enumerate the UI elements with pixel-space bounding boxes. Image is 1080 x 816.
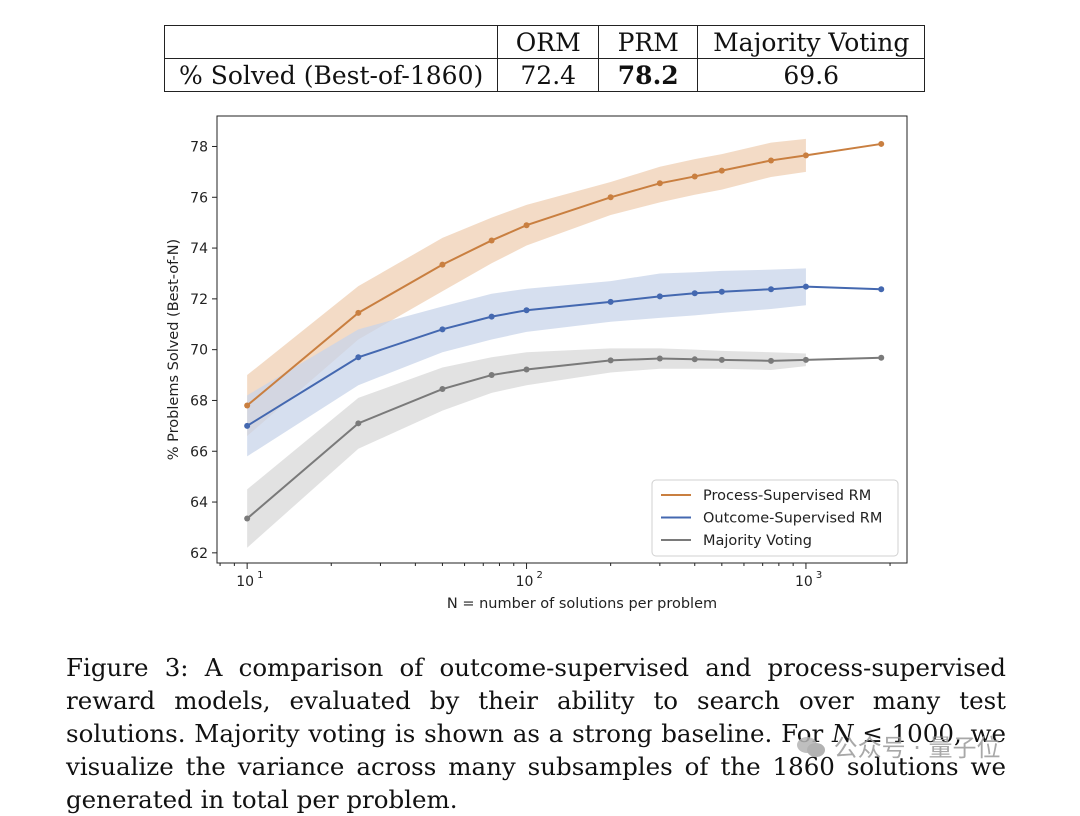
plot-frame bbox=[216, 115, 908, 564]
data-point bbox=[244, 515, 251, 522]
table-row: % Solved (Best-of-1860) 72.4 78.2 69.6 bbox=[163, 58, 926, 92]
data-point bbox=[802, 283, 809, 290]
y-axis-label: % Problems Solved (Best-of-N) bbox=[166, 239, 182, 460]
series-line-0 bbox=[246, 142, 882, 407]
watermark-text: 公众号 · 量子位 bbox=[833, 734, 1001, 762]
data-point bbox=[523, 366, 530, 373]
wechat-icon bbox=[797, 737, 825, 757]
x-tick-exponent: 1 bbox=[257, 570, 263, 581]
row-label: % Solved (Best-of-1860) bbox=[163, 58, 499, 92]
series-line-1 bbox=[246, 285, 882, 427]
confidence-band-2 bbox=[247, 348, 806, 548]
y-tick-label: 62 bbox=[190, 546, 208, 562]
legend-label-2: Majority Voting bbox=[703, 533, 812, 549]
data-point bbox=[878, 354, 885, 361]
x-axis-label: N = number of solutions per problem bbox=[447, 596, 717, 612]
value-orm: 72.4 bbox=[497, 58, 600, 92]
caption-math-op: ≤ bbox=[862, 719, 883, 748]
y-tick-label: 64 bbox=[190, 495, 208, 511]
y-tick-label: 72 bbox=[190, 292, 208, 308]
data-point bbox=[878, 140, 885, 147]
value-prm-bold: 78.2 bbox=[617, 60, 679, 90]
data-point bbox=[523, 307, 530, 314]
data-point bbox=[244, 402, 251, 409]
data-point bbox=[355, 309, 362, 316]
y-tick-label: 74 bbox=[190, 241, 208, 257]
data-point bbox=[439, 386, 446, 393]
series-line-2 bbox=[246, 356, 882, 520]
data-point bbox=[768, 286, 775, 293]
value-majority-voting: 69.6 bbox=[697, 58, 926, 92]
watermark: 公众号 · 量子位 bbox=[796, 728, 1001, 763]
data-point bbox=[656, 293, 663, 300]
confidence-band-0 bbox=[247, 138, 806, 437]
caption-paragraph: Figure 3: A comparison of outcome-superv… bbox=[66, 651, 1006, 816]
data-point bbox=[768, 157, 775, 164]
table-corner-cell bbox=[163, 25, 499, 59]
legend-label-0: Process-Supervised RM bbox=[703, 488, 871, 504]
confidence-band-1 bbox=[247, 268, 806, 457]
data-point bbox=[488, 313, 495, 320]
results-table: ORM PRM Majority Voting % Solved (Best-o… bbox=[163, 25, 926, 92]
header-majority-voting: Majority Voting bbox=[697, 25, 926, 59]
data-point bbox=[656, 355, 663, 362]
data-point bbox=[244, 422, 251, 429]
y-tick-label: 70 bbox=[190, 343, 208, 359]
y-tick-label: 78 bbox=[190, 139, 208, 155]
data-point bbox=[691, 356, 698, 363]
data-point bbox=[802, 356, 809, 363]
data-point bbox=[607, 357, 614, 364]
value-prm: 78.2 bbox=[598, 58, 699, 92]
data-point bbox=[488, 237, 495, 244]
data-point bbox=[523, 222, 530, 229]
table-header-row: ORM PRM Majority Voting bbox=[163, 25, 926, 59]
header-orm: ORM bbox=[497, 25, 600, 59]
y-tick-label: 66 bbox=[190, 444, 208, 460]
data-point bbox=[718, 288, 725, 295]
header-prm: PRM bbox=[598, 25, 699, 59]
data-point bbox=[802, 152, 809, 159]
x-tick-label: 10 bbox=[236, 574, 254, 590]
data-point bbox=[607, 194, 614, 201]
caption-text-1: A comparison of outcome-supervised and p… bbox=[66, 653, 1006, 748]
x-tick-exponent: 3 bbox=[816, 570, 822, 581]
x-tick-exponent: 2 bbox=[537, 570, 543, 581]
data-point bbox=[488, 372, 495, 379]
data-point bbox=[718, 356, 725, 363]
y-tick-label: 76 bbox=[190, 190, 208, 206]
caption-label: Figure 3: bbox=[66, 653, 189, 682]
data-point bbox=[439, 261, 446, 268]
data-point bbox=[607, 298, 614, 305]
data-point bbox=[656, 180, 663, 187]
data-point bbox=[439, 326, 446, 333]
legend-label-1: Outcome-Supervised RM bbox=[703, 511, 882, 527]
data-point bbox=[355, 354, 362, 361]
figure-caption: Figure 3: A comparison of outcome-superv… bbox=[66, 651, 1006, 816]
data-point bbox=[355, 420, 362, 427]
legend bbox=[651, 479, 899, 557]
data-point bbox=[768, 357, 775, 364]
x-tick-label: 10 bbox=[795, 574, 813, 590]
y-tick-label: 68 bbox=[190, 393, 208, 409]
x-tick-label: 10 bbox=[516, 574, 534, 590]
data-point bbox=[691, 173, 698, 180]
data-point bbox=[691, 290, 698, 297]
caption-math-var: N bbox=[832, 719, 854, 748]
data-point bbox=[878, 286, 885, 293]
data-point bbox=[718, 167, 725, 174]
